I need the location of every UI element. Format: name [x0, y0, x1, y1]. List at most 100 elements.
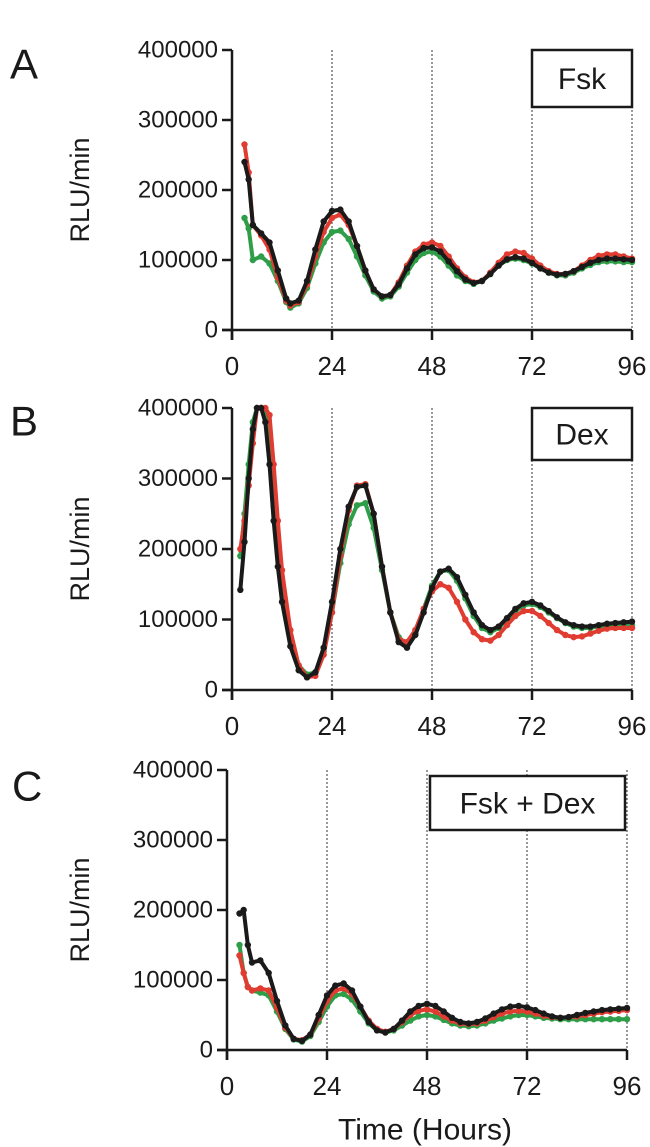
y-tick-label: 100000 — [138, 247, 218, 274]
data-point — [248, 959, 256, 966]
y-tick-label: 400000 — [133, 757, 213, 784]
data-point — [512, 612, 519, 620]
x-tick-label: 72 — [518, 711, 547, 741]
data-point — [240, 906, 247, 914]
x-tick-label: 48 — [418, 711, 447, 741]
series-1 — [236, 952, 631, 1044]
data-point — [523, 1004, 531, 1011]
data-point — [587, 623, 594, 630]
data-point — [257, 404, 265, 412]
data-point — [590, 1008, 597, 1015]
data-point — [445, 565, 452, 572]
y-tick-label: 0 — [205, 677, 218, 704]
data-point — [478, 621, 486, 629]
data-point — [462, 276, 469, 283]
data-point — [428, 239, 436, 246]
data-point — [628, 624, 636, 632]
data-point — [387, 609, 394, 616]
data-point — [603, 625, 611, 632]
data-point — [487, 626, 494, 634]
data-point — [340, 990, 347, 998]
panel-letter: C — [12, 762, 42, 809]
data-point — [249, 425, 257, 433]
data-point — [545, 607, 552, 615]
data-point — [237, 586, 244, 594]
y-tick-label: 100000 — [133, 967, 213, 994]
data-point — [295, 667, 302, 674]
data-point — [503, 256, 511, 263]
data-point — [370, 510, 377, 517]
data-point — [315, 1011, 322, 1019]
data-point — [373, 1027, 381, 1034]
data-point — [582, 1009, 589, 1017]
data-point — [245, 475, 252, 482]
data-point — [487, 270, 494, 278]
data-point — [623, 1016, 631, 1023]
data-point — [337, 206, 344, 213]
panel-letter: B — [10, 397, 38, 444]
data-point — [553, 614, 561, 621]
data-point — [412, 251, 419, 258]
data-point — [620, 619, 627, 626]
data-point — [390, 1025, 397, 1033]
legend-box — [530, 406, 634, 462]
data-point — [265, 987, 272, 994]
x-tick-label: 0 — [225, 711, 239, 741]
data-point — [628, 618, 636, 625]
data-point — [562, 631, 569, 639]
x-tick-label: 48 — [418, 351, 447, 381]
data-point — [512, 605, 519, 613]
data-point — [423, 1011, 431, 1019]
data-point — [532, 1006, 539, 1014]
data-point — [370, 286, 377, 293]
legend-label: Fsk + Dex — [460, 788, 596, 821]
data-point — [440, 1008, 447, 1015]
data-point — [241, 141, 248, 148]
legend-box — [428, 774, 627, 832]
data-point — [236, 941, 243, 949]
x-tick-label: 96 — [613, 1071, 642, 1101]
data-point — [395, 638, 402, 646]
data-point — [340, 980, 347, 987]
data-point — [320, 644, 327, 651]
data-point — [337, 545, 344, 553]
data-point — [607, 1006, 614, 1013]
panel-c: C 0 100000 200000 300000 400000 0 24 48 72 96 RLU/m… — [12, 757, 641, 1102]
y-tick-label: 200000 — [138, 177, 218, 204]
data-point — [345, 218, 352, 225]
data-point — [570, 621, 577, 629]
data-point — [615, 1005, 622, 1012]
data-point — [357, 1003, 364, 1010]
data-point — [332, 982, 339, 989]
data-point — [287, 643, 294, 650]
data-point — [573, 1011, 581, 1019]
data-point — [528, 607, 536, 615]
series-2 — [241, 158, 636, 307]
data-point — [478, 636, 486, 643]
data-point — [362, 267, 369, 274]
data-point — [236, 952, 243, 959]
data-point — [420, 244, 427, 252]
data-point — [548, 1013, 556, 1020]
data-point — [537, 602, 544, 609]
panel-b: B 0 100000 200000 300000 400000 0 24 48 72 96 RLU/m… — [10, 395, 646, 742]
data-point — [382, 1029, 389, 1036]
x-tick-label: 72 — [518, 351, 547, 381]
data-point — [615, 1016, 622, 1023]
data-point — [274, 267, 282, 274]
data-point — [353, 483, 361, 491]
data-point — [578, 633, 586, 640]
data-point — [515, 1002, 522, 1010]
data-point — [245, 176, 252, 183]
data-point — [320, 218, 327, 225]
legend-box — [530, 48, 634, 109]
data-point — [323, 992, 331, 999]
data-point — [241, 214, 248, 222]
data-point — [545, 619, 552, 627]
data-point — [473, 1018, 481, 1026]
data-point — [623, 1004, 631, 1012]
data-point — [257, 253, 265, 260]
data-point — [503, 614, 511, 622]
data-point — [345, 503, 352, 510]
data-point — [407, 1008, 414, 1015]
